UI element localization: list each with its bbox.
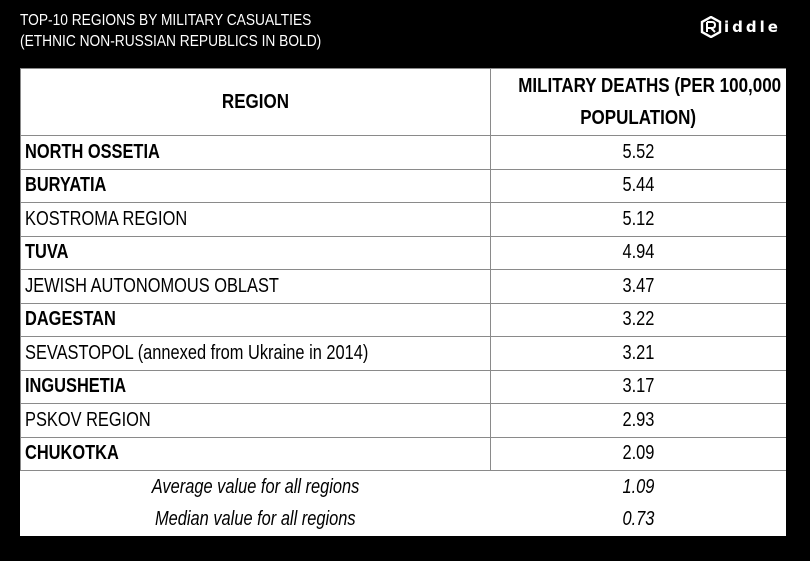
deaths-value-cell: 4.94 [490, 235, 786, 270]
summary-value-cell: 1.09 [490, 470, 786, 504]
region-cell: SEVASTOPOL (annexed from Ukraine in 2014… [20, 336, 491, 371]
casualties-table: REGION MILITARY DEATHS (PER 100,000 POPU… [20, 68, 786, 536]
deaths-value-cell: 3.22 [490, 302, 786, 337]
region-cell: INGUSHETIA [20, 369, 491, 404]
riddle-r-logo-icon [700, 16, 722, 38]
column-header-deaths: MILITARY DEATHS (PER 100,000 POPULATION) [490, 68, 786, 136]
region-cell: NORTH OSSETIA [20, 135, 491, 170]
summary-value-cell: 0.73 [622, 508, 655, 531]
deaths-value-cell: 2.09 [490, 436, 786, 471]
header-line-2: (ETHNIC NON-RUSSIAN REPUBLICS IN BOLD) [20, 33, 322, 50]
deaths-value-cell: 5.44 [490, 168, 786, 203]
region-cell: KOSTROMA REGION [20, 202, 491, 237]
header-line-1: TOP-10 REGIONS BY MILITARY CASUALTIES [20, 12, 312, 29]
chart-header: TOP-10 REGIONS BY MILITARY CASUALTIES (E… [20, 10, 321, 52]
region-cell: TUVA [20, 235, 491, 270]
table-header-row: REGION MILITARY DEATHS (PER 100,000 POPU… [20, 68, 786, 136]
region-cell: DAGESTAN [20, 302, 491, 337]
table-row: DAGESTAN 3.22 [20, 302, 786, 337]
casualties-table-container: REGION MILITARY DEATHS (PER 100,000 POPU… [20, 68, 786, 536]
region-cell: PSKOV REGION [20, 403, 491, 438]
table-row: KOSTROMA REGION 5.12 [20, 202, 786, 237]
table-row: PSKOV REGION 2.93 [20, 403, 786, 438]
deaths-value-cell: 5.12 [490, 202, 786, 237]
deaths-value-cell: 2.93 [490, 403, 786, 438]
table-body: NORTH OSSETIA 5.52 BURYATIA 5.44 KOSTROMA RE… [20, 135, 787, 537]
summary-label-cell: Median value for all regions [155, 508, 356, 531]
table-row: NORTH OSSETIA 5.52 [20, 135, 786, 170]
summary-row: Average value for all regions 1.09 [20, 470, 786, 504]
region-cell: BURYATIA [20, 168, 491, 203]
table-row: INGUSHETIA 3.17 [20, 369, 786, 404]
deaths-value-cell: 3.17 [490, 369, 786, 404]
region-cell: CHUKOTKA [20, 436, 491, 471]
logo-text: iddle [724, 18, 781, 36]
table-row: JEWISH AUTONOMOUS OBLAST 3.47 [20, 269, 786, 304]
table-row: CHUKOTKA 2.09 [20, 436, 786, 471]
summary-row: Median value for all regions 0.73 [21, 503, 787, 536]
region-cell: JEWISH AUTONOMOUS OBLAST [20, 269, 491, 304]
deaths-value-cell: 3.47 [490, 269, 786, 304]
deaths-value-cell: 3.21 [490, 336, 786, 371]
table-row: TUVA 4.94 [20, 235, 786, 270]
table-row: SEVASTOPOL (annexed from Ukraine in 2014… [20, 336, 786, 371]
riddle-logo: iddle [700, 16, 781, 38]
deaths-value-cell: 5.52 [490, 135, 786, 170]
table-row: BURYATIA 5.44 [20, 168, 786, 203]
summary-label-cell: Average value for all regions [20, 470, 491, 504]
column-header-region: REGION [20, 68, 491, 136]
